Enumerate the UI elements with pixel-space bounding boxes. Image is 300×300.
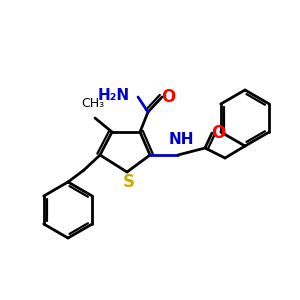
Text: NH: NH: [168, 132, 194, 147]
Text: O: O: [161, 88, 175, 106]
Text: S: S: [123, 173, 135, 191]
Text: O: O: [211, 124, 225, 142]
Text: CH₃: CH₃: [81, 97, 105, 110]
Text: H₂N: H₂N: [98, 88, 130, 103]
